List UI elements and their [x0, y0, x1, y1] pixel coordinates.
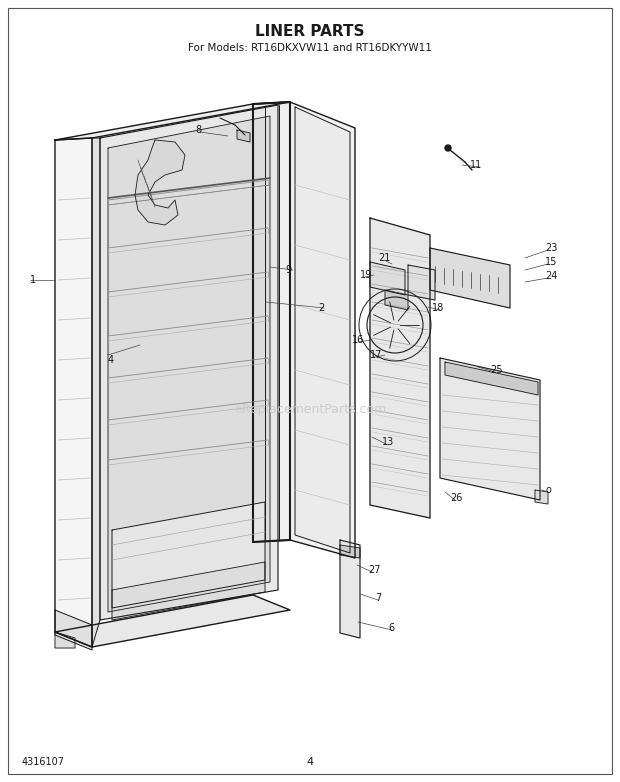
Text: 21: 21 [378, 253, 391, 263]
Polygon shape [55, 595, 290, 647]
Text: 16: 16 [352, 335, 365, 345]
Polygon shape [408, 265, 435, 300]
Text: 9: 9 [285, 265, 291, 275]
Polygon shape [108, 116, 270, 612]
Text: 18: 18 [432, 303, 445, 313]
Polygon shape [112, 502, 265, 608]
Text: 25: 25 [490, 365, 502, 375]
Polygon shape [340, 545, 360, 558]
Polygon shape [253, 102, 290, 542]
Polygon shape [55, 138, 92, 647]
Text: 15: 15 [545, 257, 557, 267]
Polygon shape [370, 262, 405, 295]
Polygon shape [55, 632, 75, 648]
Text: 19: 19 [360, 270, 372, 280]
Text: 2: 2 [318, 303, 324, 313]
Polygon shape [112, 562, 265, 620]
Polygon shape [440, 358, 540, 500]
Polygon shape [290, 102, 355, 558]
Polygon shape [55, 102, 290, 140]
Text: o: o [545, 485, 551, 495]
Polygon shape [237, 130, 250, 142]
Text: 7: 7 [375, 593, 381, 603]
Polygon shape [430, 248, 510, 308]
Text: 13: 13 [382, 437, 394, 447]
Polygon shape [385, 290, 408, 310]
Polygon shape [135, 140, 185, 225]
Text: 27: 27 [368, 565, 381, 575]
Polygon shape [535, 490, 548, 504]
Text: 4316107: 4316107 [22, 757, 65, 767]
Circle shape [445, 145, 451, 151]
Polygon shape [340, 540, 360, 638]
Text: For Models: RT16DKXVW11 and RT16DKYYW11: For Models: RT16DKXVW11 and RT16DKYYW11 [188, 43, 432, 53]
Polygon shape [445, 362, 538, 395]
Text: 23: 23 [545, 243, 557, 253]
Polygon shape [55, 610, 92, 650]
Text: 24: 24 [545, 271, 557, 281]
Polygon shape [295, 107, 350, 553]
Text: 11: 11 [470, 160, 482, 170]
Text: 8: 8 [195, 125, 201, 135]
Text: LINER PARTS: LINER PARTS [255, 24, 365, 40]
Polygon shape [92, 138, 100, 647]
Text: 26: 26 [450, 493, 463, 503]
Polygon shape [100, 105, 278, 620]
Text: 6: 6 [388, 623, 394, 633]
Text: 4: 4 [306, 757, 314, 767]
Polygon shape [370, 218, 430, 518]
Text: 17: 17 [370, 350, 383, 360]
Text: 4: 4 [108, 355, 114, 365]
Text: eReplacementParts.com: eReplacementParts.com [234, 404, 386, 417]
Text: 1: 1 [30, 275, 36, 285]
